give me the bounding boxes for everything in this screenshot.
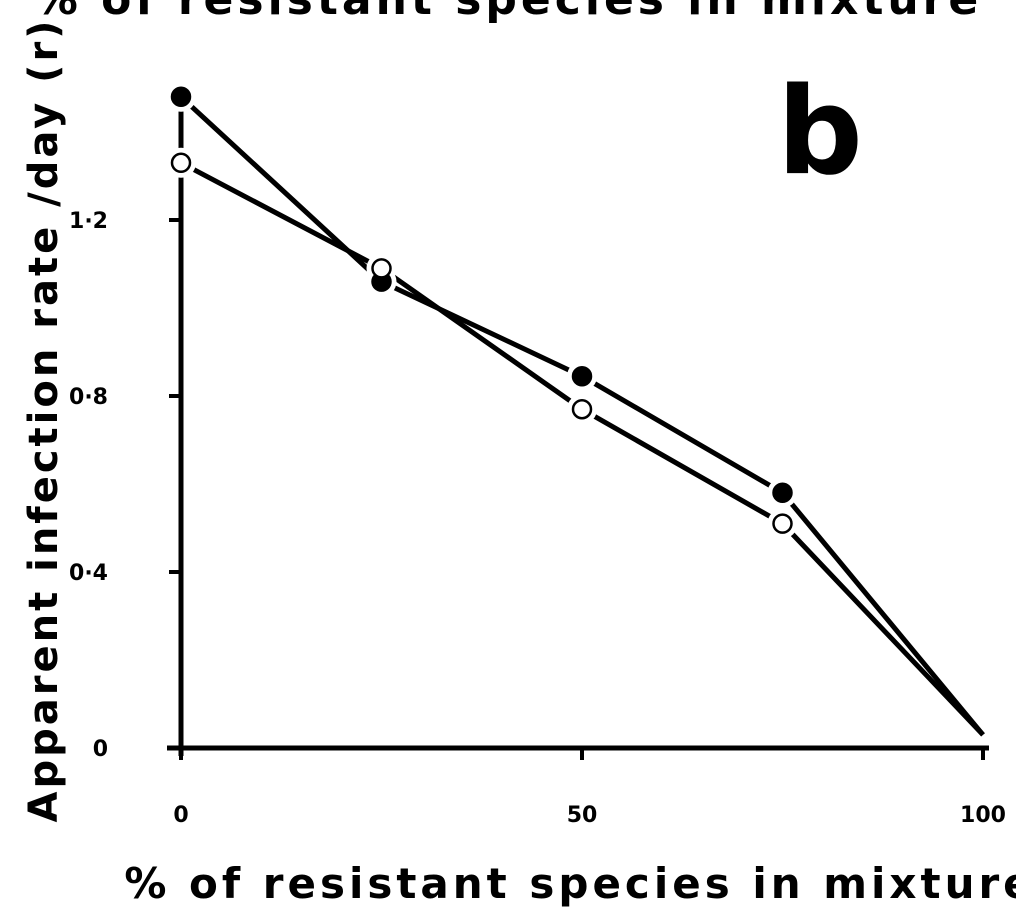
y-tick-label: 0·8 bbox=[69, 385, 108, 410]
x-tick-label: 100 bbox=[960, 803, 1006, 828]
series-line bbox=[179, 160, 985, 737]
data-point bbox=[772, 482, 793, 504]
data-point bbox=[170, 152, 192, 174]
x-tick-label: 50 bbox=[567, 803, 598, 828]
data-point bbox=[571, 398, 593, 420]
y-tick-label: 0·4 bbox=[69, 561, 108, 586]
chart-title: % of resistant species in mixture bbox=[34, 0, 982, 25]
data-point bbox=[170, 86, 192, 108]
y-axis-label: Apparent infection rate /day (r) bbox=[21, 18, 67, 823]
panel-label: b bbox=[777, 63, 863, 202]
data-point bbox=[371, 258, 392, 279]
y-tick-label: 0 bbox=[93, 737, 108, 762]
data-point bbox=[571, 365, 593, 387]
y-tick-label: 1·2 bbox=[69, 209, 108, 234]
data-point bbox=[772, 513, 793, 534]
x-tick-label: 0 bbox=[173, 803, 188, 828]
x-axis-label: % of resistant species in mixture bbox=[124, 859, 1016, 908]
